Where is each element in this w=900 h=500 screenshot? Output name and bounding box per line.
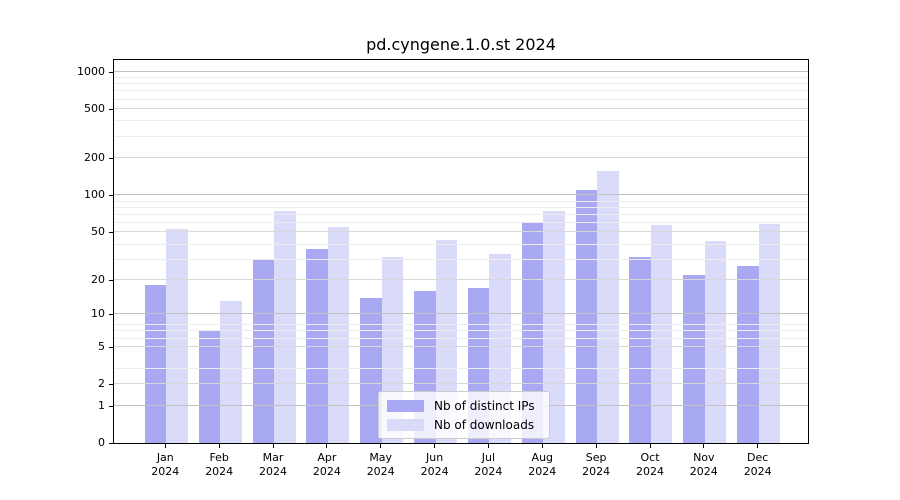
legend-item-distinct-ips: Nb of distinct IPs <box>387 399 541 413</box>
minor-gridline <box>114 200 808 202</box>
legend: Nb of distinct IPs Nb of downloads <box>378 391 550 439</box>
bar-distinct_ips-oct <box>629 257 651 443</box>
x-tick-dec <box>757 444 759 448</box>
bar-downloads-sep <box>597 171 619 443</box>
minor-gridline <box>114 98 808 100</box>
bar-distinct_ips-mar <box>252 258 274 443</box>
gridline-50 <box>114 230 808 232</box>
minor-gridline <box>114 206 808 208</box>
minor-gridline <box>114 120 808 122</box>
y-tick-label-200: 200 <box>84 151 105 165</box>
gridline-100 <box>114 194 808 196</box>
gridline-200 <box>114 157 808 159</box>
y-tick-label-20: 20 <box>91 272 105 286</box>
y-tick-label-1000: 1000 <box>77 65 105 79</box>
x-tick-apr <box>326 444 328 448</box>
y-tick-5 <box>109 347 113 348</box>
bar-distinct_ips-may <box>360 297 382 443</box>
x-tick-label-may: May 2024 <box>366 451 395 478</box>
y-tick-label-5: 5 <box>98 339 105 353</box>
x-tick-jun <box>434 444 436 448</box>
x-tick-label-jul: Jul 2024 <box>474 451 503 478</box>
bar-distinct_ips-dec <box>737 266 759 443</box>
plot-area <box>113 59 809 444</box>
bar-distinct_ips-feb <box>198 331 221 443</box>
minor-gridline <box>114 83 808 85</box>
gridline-2 <box>114 383 808 384</box>
y-tick-0 <box>109 443 113 444</box>
x-tick-jan <box>164 444 166 448</box>
x-tick-mar <box>272 444 274 448</box>
minor-gridline <box>114 222 808 224</box>
x-tick-oct <box>649 444 651 448</box>
x-tick-label-aug: Aug 2024 <box>528 451 557 478</box>
y-tick-200 <box>109 158 113 159</box>
minor-gridline <box>114 244 808 245</box>
y-tick-1000 <box>109 72 113 73</box>
bar-distinct_ips-jan <box>144 284 167 443</box>
y-tick-label-2: 2 <box>98 377 105 390</box>
y-tick-500 <box>109 109 113 110</box>
bar-distinct_ips-aug <box>521 223 544 443</box>
minor-gridline <box>114 324 808 326</box>
bar-downloads-apr <box>327 226 350 443</box>
y-tick-2 <box>109 384 113 385</box>
minor-gridline <box>114 90 808 92</box>
x-tick-aug <box>541 444 543 448</box>
y-tick-100 <box>109 195 113 196</box>
y-tick-label-10: 10 <box>91 307 105 321</box>
x-tick-sep <box>595 444 597 448</box>
y-tick-20 <box>109 280 113 281</box>
bar-downloads-jan <box>166 228 188 443</box>
legend-swatch-distinct-ips <box>387 399 424 412</box>
x-tick-nov <box>703 444 705 448</box>
bar-distinct_ips-sep <box>575 190 598 443</box>
gridline-5 <box>114 345 808 347</box>
x-tick-label-dec: Dec 2024 <box>743 451 772 478</box>
x-tick-label-feb: Feb 2024 <box>205 451 234 478</box>
y-tick-label-100: 100 <box>84 188 105 202</box>
legend-label-downloads: Nb of downloads <box>434 417 535 432</box>
gridline-500 <box>114 108 808 110</box>
y-tick-1 <box>109 406 113 407</box>
legend-item-downloads: Nb of downloads <box>387 418 541 432</box>
bar-downloads-aug <box>543 211 565 443</box>
gridline-10 <box>114 313 808 315</box>
x-tick-label-apr: Apr 2024 <box>312 451 341 478</box>
x-tick-label-jan: Jan 2024 <box>151 451 180 478</box>
bar-downloads-mar <box>274 211 296 443</box>
minor-gridline <box>114 330 808 332</box>
minor-gridline <box>114 135 808 137</box>
bar-downloads-oct <box>650 225 673 443</box>
x-tick-label-sep: Sep 2024 <box>582 451 611 478</box>
gridline-1000 <box>114 71 808 73</box>
gridline-20 <box>114 278 808 280</box>
y-tick-label-50: 50 <box>91 224 105 238</box>
x-tick-feb <box>218 444 220 448</box>
minor-gridline <box>114 337 808 339</box>
x-tick-jul <box>487 444 489 448</box>
chart-title: pd.cyngene.1.0.st 2024 <box>366 35 556 54</box>
bar-downloads-nov <box>704 241 727 443</box>
y-tick-10 <box>109 314 113 315</box>
y-tick-label-1: 1 <box>98 398 105 412</box>
bar-downloads-dec <box>758 224 781 443</box>
minor-gridline <box>114 259 808 261</box>
y-tick-50 <box>109 232 113 233</box>
x-tick-label-mar: Mar 2024 <box>259 451 287 478</box>
minor-gridline <box>114 213 808 215</box>
legend-label-distinct-ips: Nb of distinct IPs <box>434 398 535 413</box>
x-tick-may <box>380 444 382 448</box>
minor-gridline <box>114 76 808 78</box>
bar-distinct_ips-nov <box>683 274 705 443</box>
minor-gridline <box>114 367 808 369</box>
y-tick-label-0: 0 <box>98 436 105 449</box>
y-tick-label-500: 500 <box>84 102 105 116</box>
legend-swatch-downloads <box>387 418 424 431</box>
x-tick-label-oct: Oct 2024 <box>636 451 664 478</box>
bar-downloads-feb <box>220 301 242 443</box>
x-tick-label-nov: Nov 2024 <box>689 451 718 478</box>
x-tick-label-jun: Jun 2024 <box>420 451 449 478</box>
